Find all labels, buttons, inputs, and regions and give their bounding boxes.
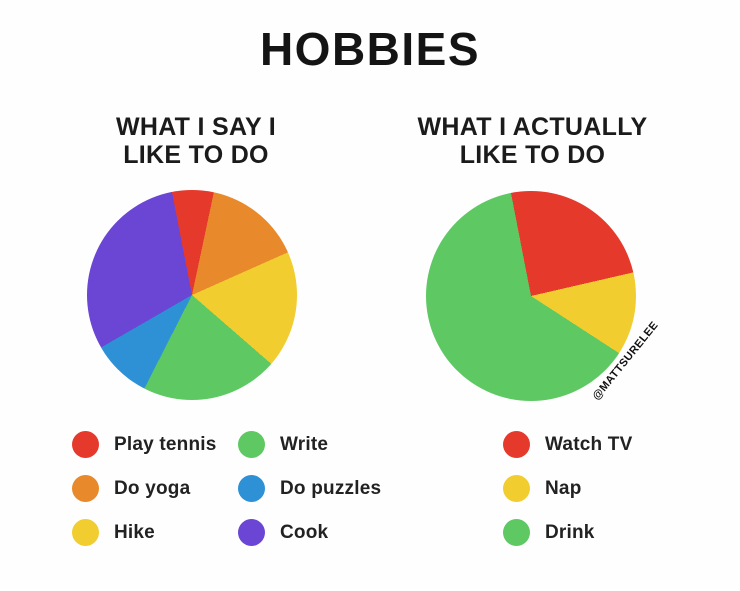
legend-label-drink: Drink <box>545 521 595 543</box>
legend-label-hike: Hike <box>114 521 155 543</box>
right-pie-title-line1: WHAT I ACTUALLY <box>417 113 648 141</box>
legend-label-cook: Cook <box>280 521 329 543</box>
pie-what-i-say-i-like <box>87 190 297 400</box>
legend-swatch-cook <box>238 519 265 546</box>
left-legend-column-1: Play tennis Do yoga Hike <box>72 431 217 546</box>
pie-what-i-actually-like <box>426 191 636 401</box>
right-legend-column: Watch TV Nap Drink <box>503 431 632 546</box>
legend-swatch-play-tennis <box>72 431 99 458</box>
legend-item-cook: Cook <box>238 519 381 546</box>
legend-swatch-nap <box>503 475 530 502</box>
legend-item-do-puzzles: Do puzzles <box>238 475 381 502</box>
left-pie-title-line1: WHAT I SAY I <box>115 113 277 141</box>
left-legend-column-2: Write Do puzzles Cook <box>238 431 381 546</box>
right-pie-title: WHAT I ACTUALLY LIKE TO DO <box>390 113 675 169</box>
legend-swatch-do-puzzles <box>238 475 265 502</box>
legend-item-hike: Hike <box>72 519 217 546</box>
legend-label-play-tennis: Play tennis <box>114 433 217 455</box>
legend-label-nap: Nap <box>545 477 582 499</box>
legend-swatch-do-yoga <box>72 475 99 502</box>
legend-swatch-watch-tv <box>503 431 530 458</box>
legend-label-watch-tv: Watch TV <box>545 433 633 455</box>
legend-swatch-hike <box>72 519 99 546</box>
legend-item-watch-tv: Watch TV <box>503 431 632 458</box>
legend-item-do-yoga: Do yoga <box>72 475 217 502</box>
legend-swatch-drink <box>503 519 530 546</box>
legend-item-drink: Drink <box>503 519 632 546</box>
legend-label-do-puzzles: Do puzzles <box>280 477 382 499</box>
right-pie-title-line2: LIKE TO DO <box>459 141 606 169</box>
legend-label-do-yoga: Do yoga <box>114 477 191 499</box>
legend-item-play-tennis: Play tennis <box>72 431 217 458</box>
legend-swatch-write <box>238 431 265 458</box>
legend-item-nap: Nap <box>503 475 632 502</box>
left-pie-title-line2: LIKE TO DO <box>123 141 269 169</box>
page-title: HOBBIES <box>259 23 481 75</box>
legend-item-write: Write <box>238 431 381 458</box>
left-pie-title: WHAT I SAY I LIKE TO DO <box>66 113 326 169</box>
legend-label-write: Write <box>280 433 329 455</box>
